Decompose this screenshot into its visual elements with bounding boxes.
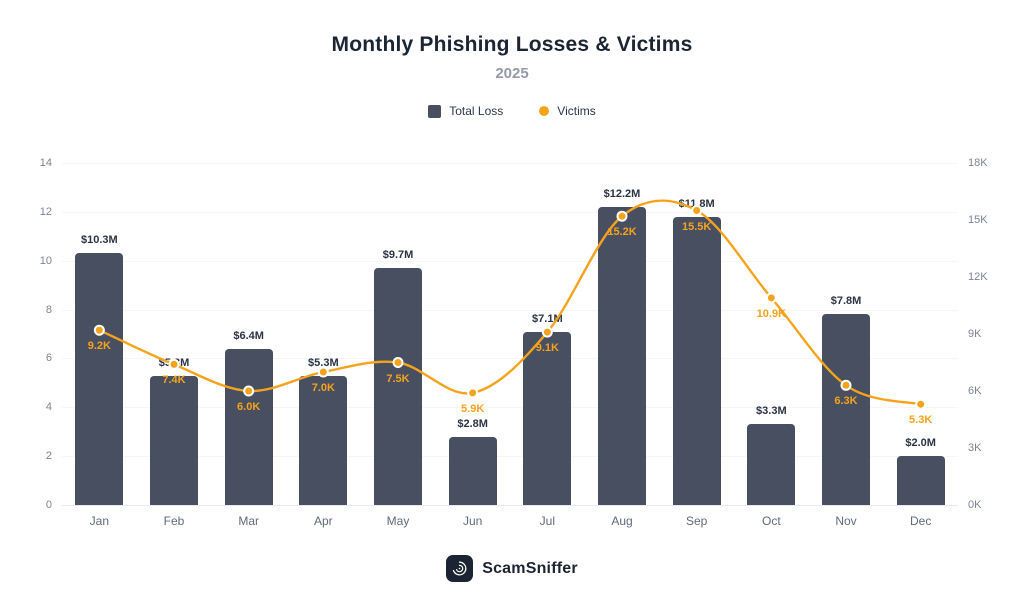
bar-value-label: $10.3M [80, 234, 118, 247]
x-axis-label-feb: Feb [163, 514, 185, 528]
victims-value-label: 9.1K [535, 342, 559, 355]
x-axis-label-sep: Sep [685, 514, 708, 528]
brand-name: ScamSniffer [482, 559, 578, 577]
y-axis-left-tick: 14 [39, 157, 52, 169]
x-axis-label-apr: Apr [313, 514, 333, 528]
bar-value-label: $5.3M [158, 356, 190, 369]
y-axis-right-tick: 9K [968, 328, 982, 340]
x-axis-label-jul: Jul [539, 514, 555, 528]
bar-jul[interactable] [523, 331, 572, 505]
bar-value-label: $6.4M [233, 329, 264, 342]
gridline [62, 211, 958, 213]
y-axis-left-tick: 2 [45, 450, 52, 463]
bar-value-label: $9.7M [382, 249, 414, 262]
y-axis-right-tick: 15K [968, 214, 988, 226]
victims-value-label: 7.4K [162, 374, 186, 387]
bar-jan[interactable] [75, 253, 124, 505]
bar-jun[interactable] [448, 436, 497, 505]
bar-value-label: $7.1M [532, 312, 563, 325]
gridline [62, 309, 958, 311]
chart-subtitle: 2025 [495, 65, 529, 82]
x-axis-label-jan: Jan [89, 514, 110, 528]
y-axis-left-tick: 12 [39, 205, 52, 218]
victims-line [98, 199, 921, 406]
scamsniffer-logo-icon [446, 555, 474, 582]
x-axis-label-nov: Nov [835, 514, 857, 528]
y-axis-left-tick: 10 [39, 254, 52, 267]
bar-oct[interactable] [747, 424, 796, 505]
bar-value-label: $2.8M [457, 417, 488, 430]
brand-footer: ScamSniffer [0, 555, 1024, 582]
bar-sep[interactable] [672, 216, 721, 505]
y-axis-right-tick: 0K [968, 499, 982, 511]
victims-value-label: 5.9K [461, 402, 485, 415]
y-axis-right-tick: 3K [968, 442, 982, 454]
bar-nov[interactable] [822, 314, 870, 505]
victims-swatch-icon [539, 106, 550, 116]
bar-value-label: $5.3M [308, 356, 339, 369]
victims-value-label: 10.9K [756, 307, 787, 320]
legend-item-total-loss[interactable]: Total Loss [428, 104, 503, 118]
bar-apr[interactable] [299, 375, 348, 505]
bar-feb[interactable] [150, 375, 198, 505]
bar-value-label: $7.8M [830, 295, 862, 308]
victims-value-label: 15.2K [607, 226, 637, 239]
bar-value-label: $2.0M [905, 437, 936, 450]
y-axis-left-tick: 0 [45, 499, 52, 511]
y-axis-right-tick: 18K [968, 157, 988, 169]
y-axis-left-tick: 8 [45, 303, 52, 316]
x-axis-label-aug: Aug [611, 514, 633, 528]
gridline [62, 456, 958, 458]
x-axis-label-oct: Oct [761, 514, 781, 528]
victims-value-label: 7.5K [386, 372, 410, 385]
y-axis-right-tick: 12K [968, 271, 988, 283]
victims-value-label: 6.0K [237, 401, 261, 413]
gridline [62, 260, 958, 262]
x-axis-label-may: May [386, 514, 410, 528]
y-axis-left-tick: 6 [45, 352, 52, 365]
y-axis-right-tick: 6K [968, 385, 982, 397]
victims-value-label: 9.2K [87, 340, 111, 353]
victims-value-label: 5.3K [909, 414, 933, 427]
bar-dec[interactable] [896, 456, 945, 505]
bar-value-label: $12.2M [603, 187, 641, 200]
y-axis-left-tick: 4 [45, 401, 52, 414]
total-loss-swatch-icon [428, 104, 442, 118]
bar-may[interactable] [374, 268, 422, 505]
victims-point[interactable] [467, 387, 479, 399]
victims-point[interactable] [765, 292, 777, 304]
x-axis-line [62, 505, 958, 506]
x-axis-label-mar: Mar [238, 514, 259, 528]
legend-label-victims: Victims [557, 104, 596, 118]
victims-value-label: 15.5K [681, 220, 712, 233]
bar-mar[interactable] [224, 348, 273, 505]
bar-value-label: $11.8M [678, 197, 715, 210]
x-axis-label-dec: Dec [909, 514, 932, 528]
gridline [62, 163, 958, 164]
chart-title: Monthly Phishing Losses & Victims [331, 33, 693, 56]
legend-item-victims[interactable]: Victims [539, 104, 596, 118]
chart-legend: Total Loss Victims [0, 104, 1024, 118]
bar-aug[interactable] [598, 206, 646, 505]
bar-value-label: $3.3M [756, 405, 787, 418]
victims-value-label: 7.0K [311, 382, 335, 394]
legend-label-total-loss: Total Loss [449, 104, 504, 118]
victims-value-label: 6.3K [834, 395, 858, 408]
x-axis-label-jun: Jun [462, 514, 483, 528]
gridline [62, 407, 958, 409]
